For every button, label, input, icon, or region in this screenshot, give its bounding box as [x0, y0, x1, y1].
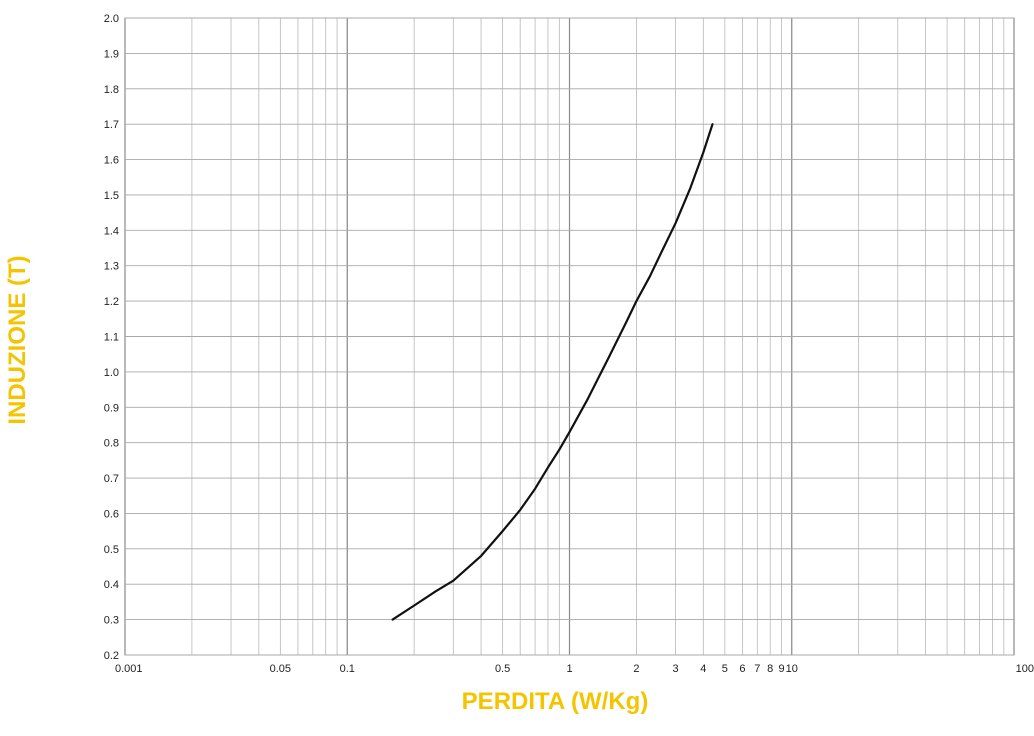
- x-tick-label: 0.5: [495, 663, 510, 675]
- x-tick-label: 3: [672, 663, 678, 675]
- y-tick-label: 2.0: [104, 13, 119, 25]
- x-axis-title: PERDITA (W/Kg): [461, 688, 649, 715]
- x-tick-label: 1: [566, 663, 572, 675]
- y-tick-label: 1.4: [104, 225, 119, 237]
- y-tick-label: 0.6: [104, 508, 119, 520]
- x-tick-label: 100: [1016, 663, 1034, 675]
- x-tick-label: 6: [739, 663, 745, 675]
- x-tick-label: 5: [722, 663, 728, 675]
- x-tick-label: 9: [779, 663, 785, 675]
- x-tick-label: 0.001: [115, 663, 143, 675]
- x-tick-label: 10: [786, 663, 798, 675]
- y-tick-label: 1.1: [104, 332, 119, 344]
- y-tick-label: 0.3: [104, 615, 119, 627]
- y-axis-title: INDUZIONE (T): [4, 255, 31, 425]
- x-tick-label: 8: [767, 663, 773, 675]
- y-tick-label: 1.3: [104, 261, 119, 273]
- x-tick-label: 7: [754, 663, 760, 675]
- tick-labels: 0.2 0.3 0.4 0.5 0.6 0.7 0.8 0.9 1.0 1.1 1.2 1.3 1.4 1…: [104, 13, 1034, 675]
- series-line: [391, 123, 714, 621]
- y-tick-label: 1.5: [104, 190, 119, 202]
- grid-major: [124, 17, 1015, 656]
- y-tick-label: 0.9: [104, 402, 119, 414]
- y-tick-label: 1.7: [104, 119, 119, 131]
- x-tick-label: 4: [700, 663, 706, 675]
- x-tick-label: 0.05: [270, 663, 291, 675]
- x-tick-label: 2: [633, 663, 639, 675]
- y-tick-label: 0.8: [104, 438, 119, 450]
- y-tick-label: 0.4: [104, 579, 119, 591]
- y-tick-label: 1.2: [104, 296, 119, 308]
- y-tick-label: 0.5: [104, 544, 119, 556]
- y-tick-label: 1.9: [104, 48, 119, 60]
- x-tick-label: 0.1: [340, 663, 355, 675]
- y-tick-label: 0.7: [104, 473, 119, 485]
- y-tick-label: 1.8: [104, 84, 119, 96]
- y-tick-label: 1.0: [104, 367, 119, 379]
- y-tick-label: 1.6: [104, 155, 119, 167]
- series-group: [391, 123, 714, 621]
- y-tick-label: 0.2: [104, 650, 119, 662]
